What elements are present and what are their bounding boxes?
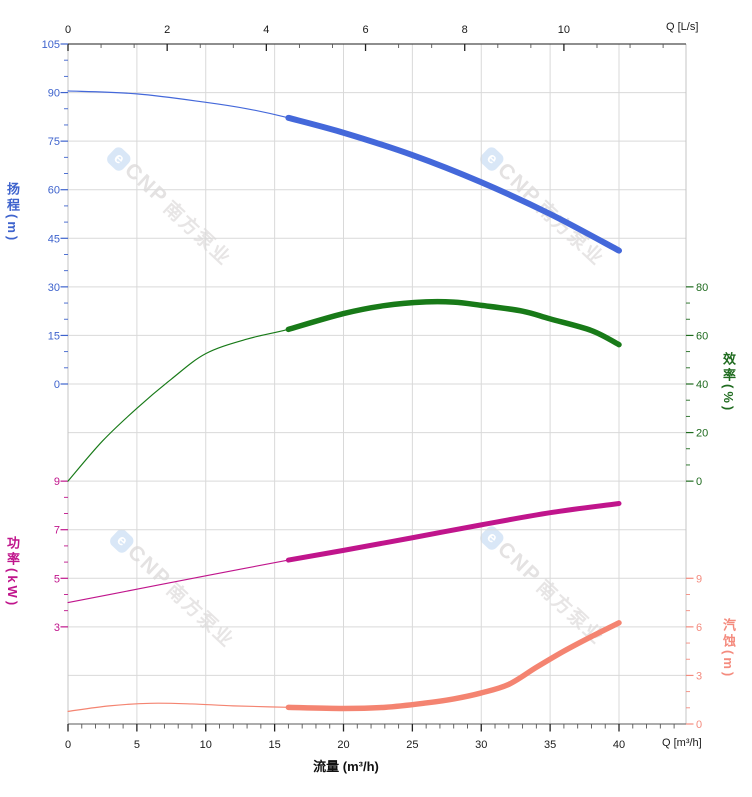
head-axis: 105 90 75 60 45 30 15 0	[42, 39, 68, 391]
efficiency-curve-rated	[285, 298, 622, 348]
gridlines	[68, 43, 686, 725]
power-axis-title: 功率(kW)	[5, 536, 20, 609]
svg-text:7: 7	[54, 525, 60, 537]
top-axis-unit-label: Q [L/s]	[666, 21, 699, 33]
svg-text:20: 20	[337, 739, 349, 751]
svg-text:0: 0	[54, 379, 60, 391]
top-axis: 0 2 4 6 8 10	[65, 24, 664, 51]
svg-text:40: 40	[696, 379, 708, 391]
svg-text:30: 30	[48, 282, 60, 294]
svg-text:5: 5	[54, 573, 60, 585]
power-curve	[67, 500, 622, 604]
svg-text:80: 80	[696, 282, 708, 294]
npsh-curve-rated	[285, 620, 622, 712]
svg-text:5: 5	[134, 739, 140, 751]
svg-text:6: 6	[362, 24, 368, 36]
svg-text:3: 3	[696, 670, 702, 682]
svg-text:90: 90	[48, 88, 60, 100]
svg-text:20: 20	[696, 428, 708, 440]
svg-text:105: 105	[42, 39, 60, 51]
svg-text:0: 0	[696, 476, 702, 488]
svg-text:75: 75	[48, 136, 60, 148]
svg-text:45: 45	[48, 233, 60, 245]
power-curve-rated	[285, 500, 622, 563]
bottom-axis: 0 5 10 15 20 25 30 35 40	[65, 724, 675, 751]
head-curve	[67, 90, 622, 254]
svg-text:3: 3	[54, 622, 60, 634]
svg-text:35: 35	[544, 739, 556, 751]
eff-axis: 80 60 40 20 0	[686, 282, 708, 488]
efficiency-curve	[67, 298, 622, 482]
svg-text:0: 0	[696, 719, 702, 731]
svg-text:9: 9	[696, 573, 702, 585]
svg-text:40: 40	[613, 739, 625, 751]
svg-text:4: 4	[263, 24, 269, 36]
svg-text:25: 25	[406, 739, 418, 751]
efficiency-axis-title: 效率(%)	[721, 352, 736, 414]
npsh-axis-title: 汽蚀(m)	[721, 618, 736, 680]
bottom-axis-unit-label: Q [m³/h]	[662, 737, 702, 749]
svg-text:0: 0	[65, 739, 71, 751]
svg-text:10: 10	[200, 739, 212, 751]
svg-text:60: 60	[48, 185, 60, 197]
svg-text:0: 0	[65, 24, 71, 36]
head-curve-rated	[285, 114, 622, 254]
svg-text:9: 9	[54, 476, 60, 488]
svg-text:15: 15	[269, 739, 281, 751]
x-axis-title: 流量 (m³/h)	[313, 759, 379, 774]
svg-text:8: 8	[462, 24, 468, 36]
svg-text:6: 6	[696, 622, 702, 634]
svg-text:15: 15	[48, 330, 60, 342]
svg-text:30: 30	[475, 739, 487, 751]
svg-text:60: 60	[696, 330, 708, 342]
svg-text:10: 10	[558, 24, 570, 36]
npsh-axis: 9 6 3 0	[686, 573, 702, 731]
npsh-curve	[67, 620, 622, 712]
power-axis: 9 7 5 3	[54, 476, 68, 634]
head-axis-title: 扬程(m)	[5, 182, 20, 244]
svg-text:2: 2	[164, 24, 170, 36]
